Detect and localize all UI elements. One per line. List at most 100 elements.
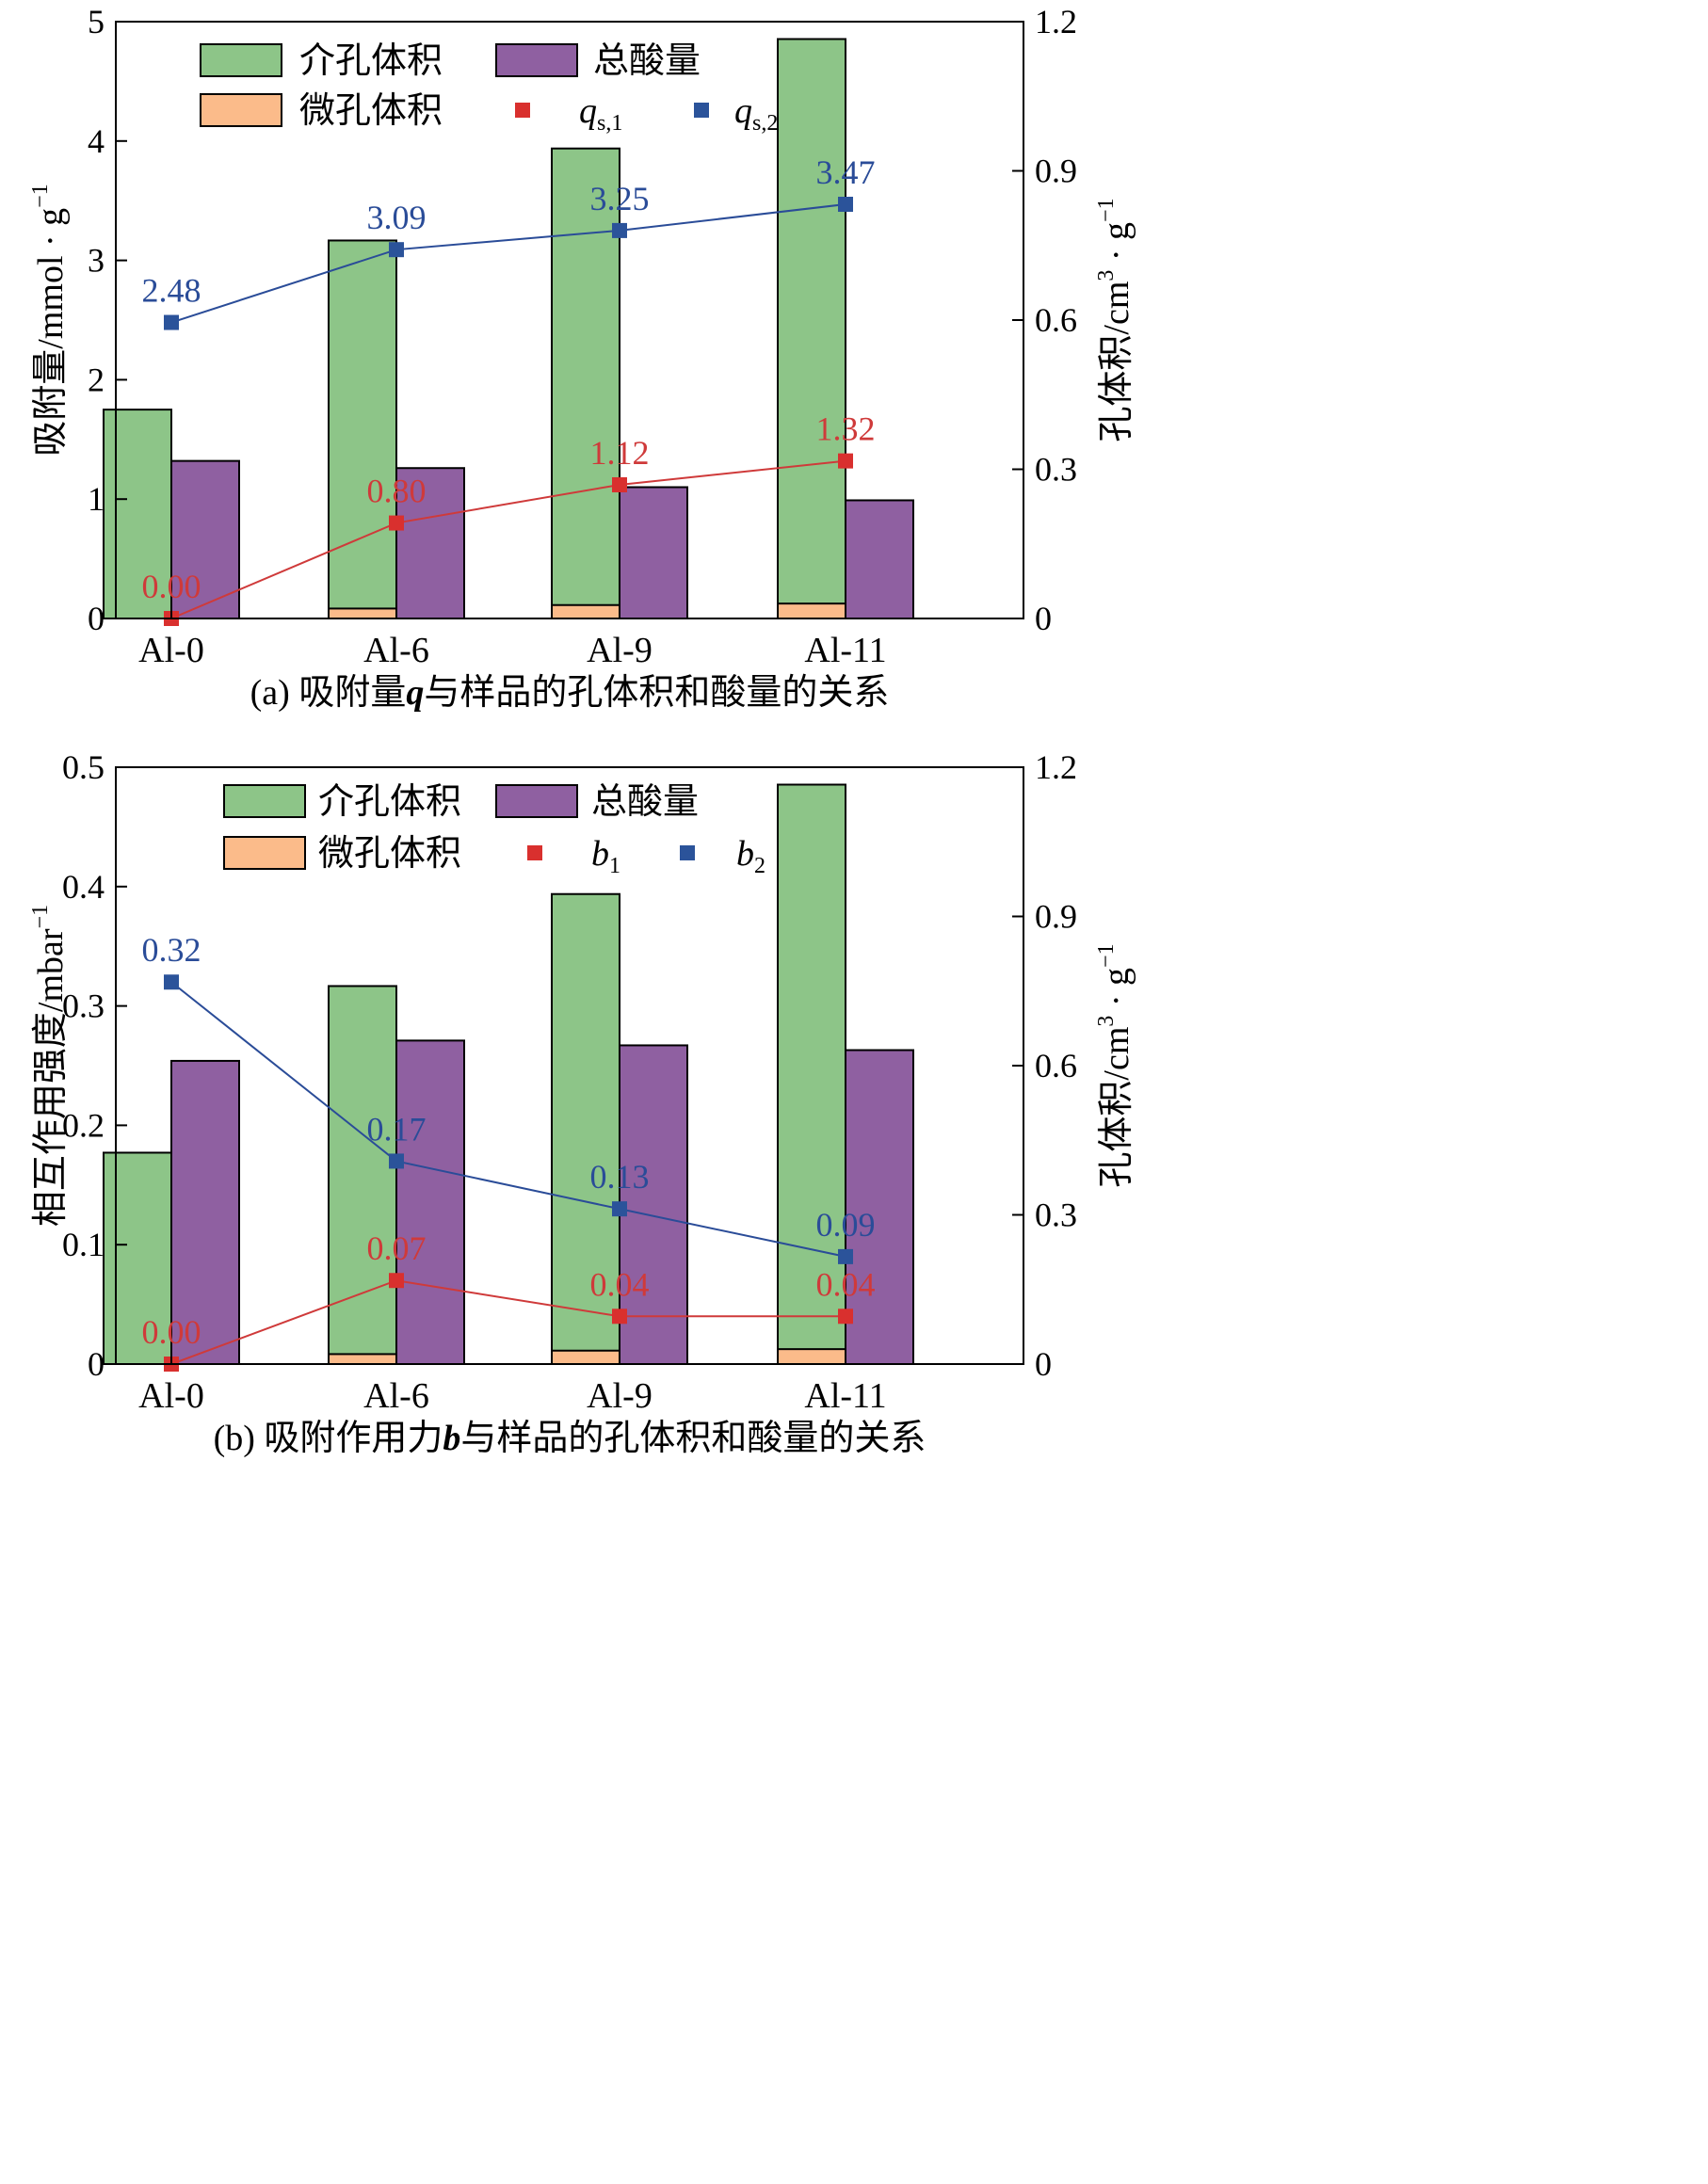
data-label: 0.09 — [816, 1206, 876, 1244]
y2-tick-label: 0.6 — [1035, 301, 1077, 339]
y2-tick-label: 0.3 — [1035, 451, 1077, 489]
bar-mesopore-volume — [551, 147, 620, 619]
y-axis-label: 相互作用强度/mbar−1 — [28, 905, 71, 1227]
bar-mesopore-volume — [328, 985, 397, 1365]
y-axis-label-text: 相互作用强度/mbar — [31, 928, 71, 1227]
data-label: 0.80 — [367, 473, 427, 510]
data-label: 0.32 — [142, 931, 201, 969]
legend-symbol: q — [734, 91, 752, 131]
legend-swatch-micropore — [200, 93, 282, 127]
caption-symbol: b — [443, 1419, 460, 1458]
y2-tick-label: 1.2 — [1035, 748, 1077, 786]
legend-marker-qs2 — [694, 103, 709, 118]
data-point — [164, 314, 179, 330]
bar-micropore-volume — [328, 1353, 397, 1366]
y2-axis-label-text: 孔体积/cm — [1097, 281, 1136, 442]
legend-swatch-micropore — [223, 836, 306, 870]
y-tick-label: 0.5 — [62, 748, 105, 786]
legend-label-acid: 总酸量 — [591, 782, 699, 822]
data-label: 0.04 — [590, 1265, 650, 1303]
series-line-b1 — [170, 1279, 846, 1365]
bar-mesopore-volume — [777, 38, 846, 620]
series-line-b2 — [170, 981, 846, 1258]
y2-axis-label: 孔体积/cm3 · g−1 — [1094, 943, 1136, 1187]
y-axis-label-sup: −1 — [28, 905, 53, 929]
legend-marker-b1 — [527, 845, 542, 860]
legend-subscript: 1 — [609, 854, 620, 878]
chart-panel-b: 0.000.070.04 0.040.320.170.130.0900.10.20… — [28, 748, 1136, 1458]
legend-label-micropore: 微孔体积 — [299, 91, 443, 131]
legend-symbol: b — [591, 834, 609, 874]
caption-symbol: q — [406, 673, 424, 713]
y-tick-label: 5 — [88, 3, 105, 40]
legend-subscript: s,2 — [752, 111, 778, 136]
legend-marker-qs1 — [515, 103, 530, 118]
legend-swatch-acid — [495, 43, 578, 77]
bar-total-acid — [619, 1044, 688, 1365]
data-label: 3.47 — [816, 153, 876, 191]
x-tick-label: Al-0 — [138, 631, 204, 670]
y2-tick-label: 0.9 — [1035, 898, 1077, 936]
y2-axis-label-text: 孔体积/cm — [1097, 1027, 1136, 1188]
chart-panel-a: 0.00 0.80 1.12 1.32 2.48 3.09 3.25 3.47 0 1 2 3 4 5 0 0… — [28, 3, 1136, 713]
legend-swatch-mesopore — [200, 43, 282, 77]
data-point — [838, 197, 853, 213]
y2-tick-label: 0 — [1035, 600, 1052, 637]
legend-subscript: 2 — [754, 854, 765, 878]
legend-label-micropore: 微孔体积 — [318, 834, 461, 874]
data-label: 0.17 — [367, 1110, 427, 1148]
y-tick-label: 0 — [88, 600, 105, 637]
y-tick-label: 4 — [88, 122, 105, 160]
y2-tick-label: 0 — [1035, 1345, 1052, 1383]
data-point — [838, 453, 853, 469]
legend-swatch-acid — [495, 784, 578, 818]
y-tick-label: 2 — [88, 361, 105, 398]
bar-total-acid — [845, 1049, 914, 1365]
caption-part: (b) 吸附作用力 — [214, 1419, 443, 1458]
chart-caption: (a) 吸附量q与样品的孔体积和酸量的关系 — [250, 673, 890, 713]
y2-axis-label-tail: · g — [1097, 968, 1136, 1016]
y2-axis-label: 孔体积/cm3 · g−1 — [1094, 198, 1136, 442]
legend-label-qs1: qs,1 — [579, 91, 622, 136]
y2-axis-label-tail: · g — [1097, 222, 1136, 270]
y-tick-label: 0.1 — [62, 1226, 105, 1263]
bar-total-acid — [395, 1039, 465, 1365]
x-tick-label: Al-6 — [363, 1376, 429, 1416]
legend-label-mesopore: 介孔体积 — [299, 41, 443, 81]
bar-mesopore-volume — [777, 783, 846, 1365]
y2-tick-label: 0.6 — [1035, 1047, 1077, 1084]
y-tick-label: 3 — [88, 242, 105, 280]
data-point — [389, 1153, 404, 1169]
x-tick-label: Al-6 — [363, 631, 429, 670]
caption-part: 与样品的孔体积和酸量的关系 — [460, 1419, 926, 1458]
x-tick-label: Al-11 — [804, 631, 886, 670]
data-point — [389, 1273, 404, 1289]
caption-part: (a) 吸附量 — [250, 673, 407, 713]
series-line-qs1 — [170, 459, 846, 619]
legend-marker-b2 — [680, 845, 695, 860]
bar-mesopore-volume — [328, 239, 397, 619]
y-axis-label: 吸附量/mmol · g−1 — [28, 184, 71, 456]
bar-total-acid — [170, 1059, 240, 1365]
legend-label-acid: 总酸量 — [593, 41, 701, 81]
y2-axis-label-sup2: −1 — [1094, 198, 1119, 222]
bar-total-acid — [170, 459, 240, 619]
bar-micropore-volume — [328, 607, 397, 620]
data-point — [389, 242, 404, 258]
data-label: 3.09 — [367, 199, 427, 236]
bar-total-acid — [845, 499, 914, 620]
bar-micropore-volume — [777, 1348, 846, 1366]
figure: 0.000.801.121.322.483.093.253.4701234500… — [28, 3, 1136, 1458]
data-point — [389, 515, 404, 531]
y-tick-label: 0.3 — [62, 988, 105, 1025]
y2-tick-label: 0.3 — [1035, 1196, 1077, 1234]
data-point — [164, 974, 179, 990]
bar-mesopore-volume — [551, 892, 620, 1365]
data-label: 0.13 — [590, 1158, 650, 1196]
y-tick-label: 0.4 — [62, 868, 105, 906]
y-axis-label-text: 吸附量/mmol · g — [31, 208, 71, 457]
series-line-qs2 — [170, 203, 846, 324]
bar-total-acid — [395, 467, 465, 619]
